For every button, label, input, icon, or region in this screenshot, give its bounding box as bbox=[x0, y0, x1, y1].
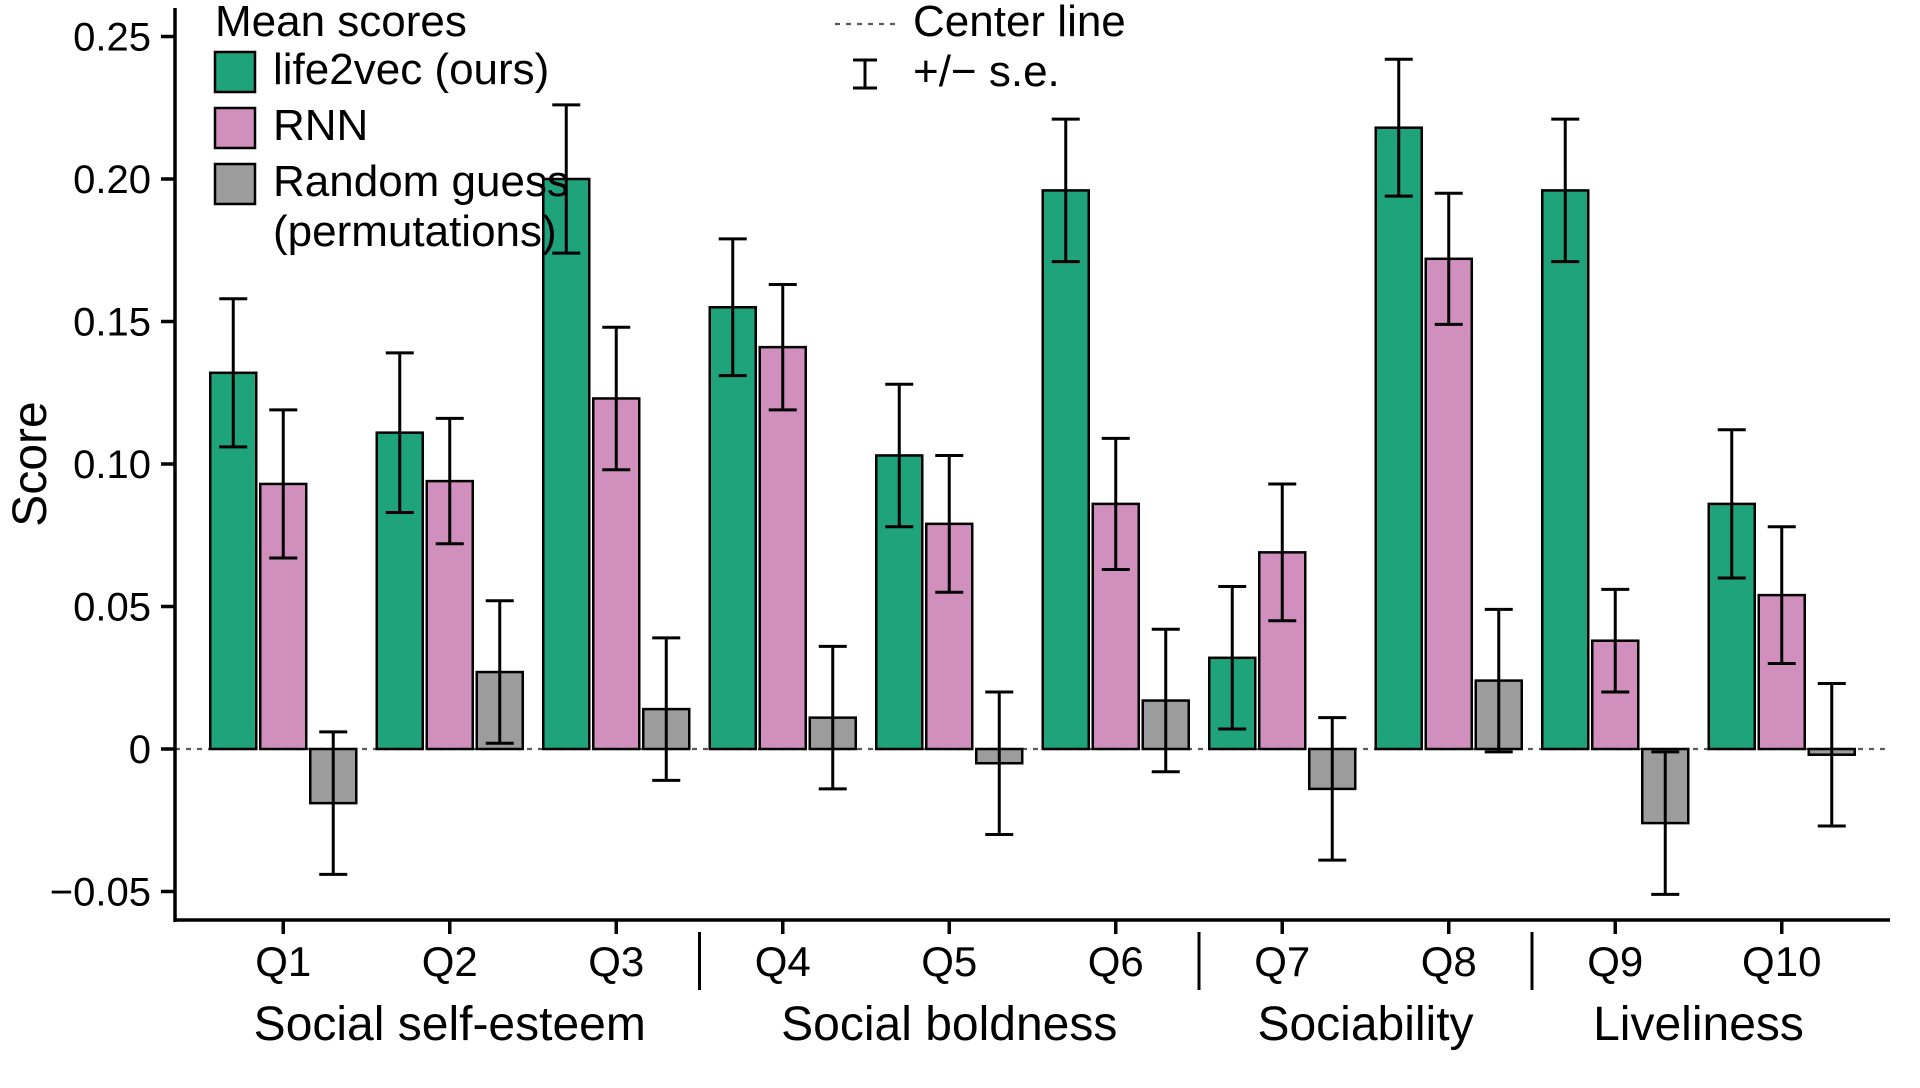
y-tick-label: 0.10 bbox=[73, 443, 151, 487]
bar-life2vec bbox=[1376, 128, 1422, 749]
group-label: Social boldness bbox=[781, 998, 1117, 1051]
x-tick-label: Q10 bbox=[1742, 938, 1821, 985]
legend-entry-label: (permutations) bbox=[273, 207, 557, 256]
y-tick-label: 0 bbox=[129, 728, 151, 772]
x-tick-label: Q9 bbox=[1587, 938, 1643, 985]
x-tick-label: Q6 bbox=[1088, 938, 1144, 985]
group-label: Social self-esteem bbox=[254, 998, 646, 1051]
legend-entry-label: RNN bbox=[273, 101, 368, 150]
bar-life2vec bbox=[543, 179, 589, 749]
x-tick-label: Q3 bbox=[588, 938, 644, 985]
x-tick-label: Q2 bbox=[422, 938, 478, 985]
y-axis-label: Score bbox=[4, 401, 57, 526]
bar-life2vec bbox=[1542, 190, 1588, 749]
y-tick-label: 0.05 bbox=[73, 586, 151, 630]
y-tick-label: 0.15 bbox=[73, 301, 151, 345]
chart-svg: −0.05 0 0.05 0.10 0.15 0.20 0.25 Score Q1 Q2 Q3 Q4 Q… bbox=[0, 0, 1920, 1088]
y-tick-label: 0.20 bbox=[73, 158, 151, 202]
legend-title: Mean scores bbox=[215, 0, 467, 46]
bar-life2vec bbox=[1043, 190, 1089, 749]
x-tick-label: Q8 bbox=[1421, 938, 1477, 985]
y-tick-label: −0.05 bbox=[50, 871, 151, 915]
legend-entry-label: life2vec (ours) bbox=[273, 45, 549, 94]
x-tick-label: Q5 bbox=[921, 938, 977, 985]
group-label: Sociability bbox=[1257, 998, 1473, 1051]
x-tick-label: Q1 bbox=[255, 938, 311, 985]
legend-se-label: +/− s.e. bbox=[913, 47, 1060, 96]
y-tick-label: 0.25 bbox=[73, 16, 151, 60]
x-tick-label: Q7 bbox=[1254, 938, 1310, 985]
legend-entry-label: Random guess bbox=[273, 157, 569, 206]
x-tick-label: Q4 bbox=[755, 938, 811, 985]
chart-container: −0.05 0 0.05 0.10 0.15 0.20 0.25 Score Q1 Q2 Q3 Q4 Q… bbox=[0, 0, 1920, 1088]
bar-rnn bbox=[1426, 259, 1472, 749]
group-label: Liveliness bbox=[1593, 998, 1804, 1051]
legend-centerline-label: Center line bbox=[913, 0, 1126, 46]
